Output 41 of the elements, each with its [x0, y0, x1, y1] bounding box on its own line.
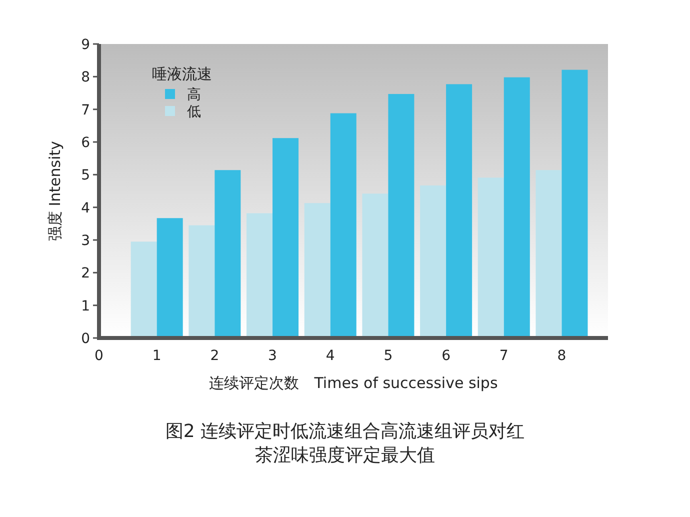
bar [156, 218, 183, 338]
legend-title: 唾液流速 [152, 65, 212, 83]
x-tick-label: 0 [94, 348, 104, 364]
x-tick-label: 8 [557, 348, 566, 364]
x-tick-label: 1 [152, 348, 162, 364]
y-tick-label: 4 [81, 200, 90, 216]
x-tick-label: 2 [210, 348, 220, 364]
bar [330, 113, 356, 338]
x-tick-label: 5 [384, 348, 393, 364]
text: 图2 连续评定时低流速组合高流速组评员对红茶涩味强度评定最大值 [165, 420, 525, 468]
y-tick-label: 7 [81, 102, 90, 118]
y-tick-label: 3 [81, 233, 90, 249]
bar [246, 213, 273, 338]
y-axis-title: 强度 Intensity [46, 140, 64, 242]
bar [388, 94, 414, 338]
y-tick-label: 8 [81, 70, 90, 86]
bar [188, 225, 215, 338]
bar [420, 185, 446, 338]
y-tick-label: 0 [81, 331, 90, 347]
legend-label: 高 [187, 87, 201, 103]
bar [504, 77, 530, 338]
bar [562, 70, 588, 338]
bar [362, 194, 388, 338]
legend-label: 低 [187, 104, 201, 120]
y-tick-label: 6 [81, 135, 90, 151]
bar [130, 242, 157, 338]
bar [446, 84, 472, 338]
y-tick-label: 1 [81, 298, 90, 314]
bar [536, 170, 562, 338]
x-tick-label: 7 [499, 348, 508, 364]
x-axis-title: 连续评定次数 Times of successive sips [209, 374, 498, 392]
x-tick-label: 4 [326, 348, 335, 364]
bar [272, 138, 299, 338]
bar [304, 203, 330, 338]
bar [214, 170, 241, 338]
y-tick-label: 9 [81, 37, 90, 53]
x-tick-label: 6 [442, 348, 451, 364]
x-tick-label: 3 [268, 348, 277, 364]
bar [478, 178, 504, 338]
y-tick-label: 2 [81, 266, 90, 282]
y-tick-label: 5 [81, 168, 90, 184]
